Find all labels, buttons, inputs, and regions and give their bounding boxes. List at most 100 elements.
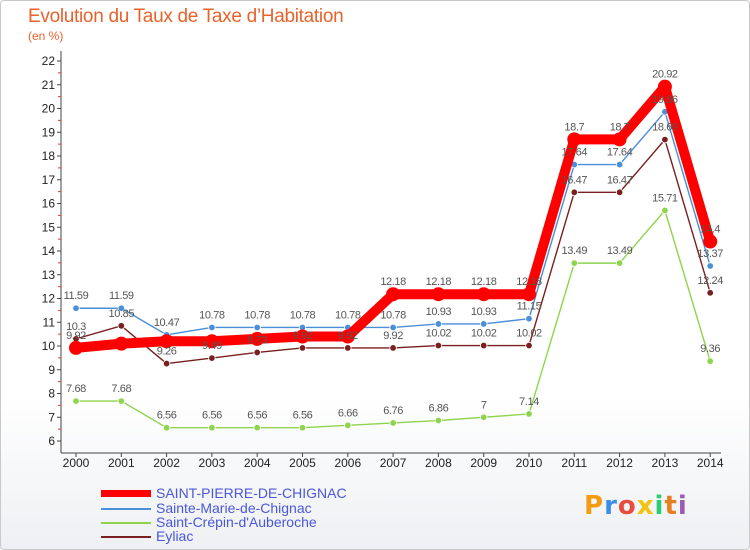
- y-tick-label: 15: [42, 220, 56, 234]
- data-point: [706, 289, 714, 297]
- data-point: [661, 206, 669, 215]
- data-label: 10.78: [335, 309, 361, 321]
- data-label: 13.37: [697, 248, 723, 260]
- data-label: 10.78: [290, 309, 316, 321]
- y-tick-label: 12: [42, 292, 56, 306]
- x-tick-label: 2002: [153, 456, 180, 470]
- data-point: [525, 314, 533, 323]
- data-point: [612, 132, 627, 147]
- data-point: [480, 341, 488, 350]
- legend-label: Sainte-Marie-de-Chignac: [156, 500, 312, 516]
- x-tick-label: 2009: [470, 456, 497, 470]
- data-point: [480, 413, 488, 421]
- data-point: [298, 424, 307, 432]
- data-label: 7.68: [66, 383, 86, 395]
- data-label: 6.56: [202, 410, 222, 422]
- data-label: 10.02: [516, 328, 542, 340]
- data-label: 18.69: [652, 122, 678, 134]
- data-point: [117, 322, 125, 330]
- data-point: [253, 424, 261, 432]
- data-label: 7: [481, 399, 487, 411]
- data-label: 13.49: [562, 245, 588, 257]
- data-label: 10.85: [109, 308, 135, 320]
- y-tick-label: 21: [42, 78, 56, 92]
- data-label: 19.86: [652, 94, 678, 106]
- data-point: [476, 287, 491, 302]
- data-label: 10.93: [471, 306, 497, 318]
- data-point: [386, 287, 401, 302]
- data-point: [434, 320, 443, 328]
- data-point: [114, 336, 129, 351]
- data-point: [434, 416, 443, 425]
- data-label: 9.36: [700, 343, 720, 355]
- data-point: [344, 344, 352, 352]
- legend-swatch: [101, 522, 151, 524]
- data-point: [525, 410, 533, 418]
- data-label: 6.86: [428, 403, 448, 415]
- data-point: [480, 320, 488, 328]
- data-label: 9.49: [202, 340, 222, 352]
- legend-label: Saint-Crépin-d'Auberoche: [156, 514, 317, 530]
- y-tick-label: 14: [42, 244, 56, 258]
- legend-swatch: [101, 490, 151, 497]
- x-tick-label: 2007: [380, 456, 407, 470]
- y-tick-label: 18: [42, 149, 56, 163]
- data-point: [253, 348, 261, 357]
- data-point: [703, 234, 718, 249]
- data-point: [298, 344, 307, 352]
- data-point: [253, 323, 261, 332]
- x-tick-label: 2001: [108, 456, 135, 470]
- data-point: [570, 188, 578, 197]
- chart-subtitle: (en %): [28, 29, 64, 43]
- data-label: 6.56: [157, 410, 177, 422]
- data-label: 9.73: [247, 334, 267, 346]
- logo-letter: o: [617, 491, 637, 521]
- data-label: 12.18: [471, 276, 497, 288]
- legend-swatch: [101, 536, 151, 538]
- data-label: 6.66: [338, 407, 358, 419]
- y-tick-label: 16: [42, 197, 56, 211]
- series-layer: [69, 79, 718, 432]
- logo-letter: r: [604, 491, 618, 521]
- x-tick-label: 2014: [697, 456, 724, 470]
- data-label: 13.49: [607, 245, 633, 257]
- data-label: 10.78: [244, 309, 270, 321]
- y-tick-label: 22: [42, 54, 56, 68]
- data-point: [389, 323, 397, 332]
- data-label: 20.92: [652, 69, 678, 81]
- data-point: [295, 329, 310, 344]
- axes: 6 7 8 9 10 11 12 13 14 15 16 17 18 19 20 21 22 2000 2001 20…: [42, 51, 724, 470]
- data-point: [340, 329, 355, 344]
- data-label: 12.18: [426, 276, 452, 288]
- data-point: [69, 340, 83, 355]
- data-point: [615, 259, 624, 267]
- data-label: 10.02: [471, 328, 497, 340]
- proxiti-logo: Proxiti: [584, 491, 688, 521]
- data-point: [522, 287, 536, 302]
- data-point: [525, 341, 533, 350]
- series-line-1: [76, 111, 711, 336]
- data-point: [344, 421, 352, 430]
- data-point: [208, 354, 216, 362]
- data-point: [567, 132, 582, 147]
- logo-letter: x: [636, 491, 655, 521]
- x-tick-label: 2011: [561, 456, 587, 470]
- data-label: 12.18: [380, 276, 406, 288]
- data-label: 7.14: [519, 396, 539, 408]
- data-label: 15.71: [652, 192, 678, 204]
- y-tick-label: 10: [42, 339, 56, 353]
- legend-swatch: [101, 508, 151, 510]
- data-label: 9.92: [66, 330, 86, 342]
- data-label: 10.3: [66, 321, 86, 333]
- data-label: 11.15: [517, 301, 542, 313]
- data-label: 6.56: [247, 410, 267, 422]
- data-point: [117, 304, 125, 312]
- data-point: [706, 262, 714, 270]
- legend-label: SAINT-PIERRE-DE-CHIGNAC: [156, 485, 347, 501]
- data-label: 16.47: [562, 174, 588, 186]
- x-tick-label: 2010: [516, 456, 543, 470]
- y-tick-label: 11: [43, 315, 56, 329]
- data-label: 6.76: [383, 405, 403, 417]
- data-point: [72, 397, 80, 405]
